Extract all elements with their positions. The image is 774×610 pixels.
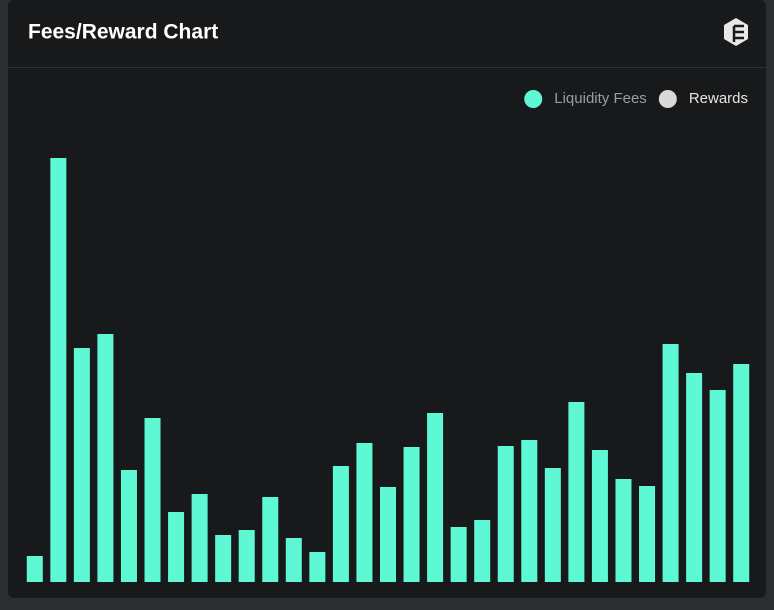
bar (97, 334, 114, 582)
legend-label: Liquidity Fees (554, 90, 647, 107)
bar (662, 344, 679, 582)
bar (544, 468, 561, 582)
bar (379, 487, 397, 582)
bar (120, 470, 137, 582)
card-icon[interactable] (724, 18, 748, 46)
bar (309, 552, 326, 582)
bar (686, 373, 703, 582)
bar (332, 466, 349, 582)
bar (191, 494, 208, 582)
legend-swatch (524, 90, 543, 108)
bar (238, 530, 255, 582)
bar (639, 486, 656, 582)
bar (285, 538, 302, 582)
bar (427, 413, 444, 582)
bar (26, 556, 43, 582)
bar (215, 535, 232, 582)
bar (168, 512, 185, 582)
bar (403, 447, 420, 582)
bar (733, 364, 750, 582)
legend-label: Rewards (689, 90, 748, 107)
bar (144, 418, 161, 582)
bar (497, 446, 514, 582)
bar (615, 479, 632, 582)
bar (474, 520, 491, 582)
icon-glyph (732, 24, 744, 42)
bar (450, 527, 467, 582)
legend-swatch (658, 90, 677, 108)
bar (568, 402, 585, 582)
bar (50, 158, 67, 582)
bar (521, 440, 538, 582)
bar (73, 348, 90, 582)
bar (356, 443, 373, 582)
bar (709, 390, 726, 582)
bar (591, 450, 608, 582)
bar (262, 497, 279, 582)
card-title: Fees/Reward Chart (28, 21, 218, 44)
